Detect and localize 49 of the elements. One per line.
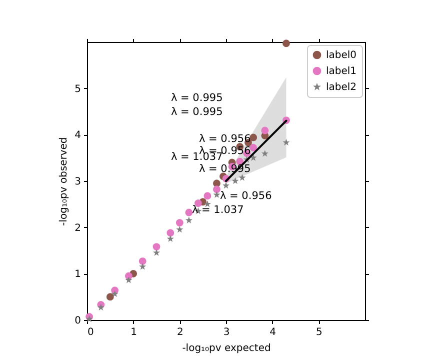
- point: [282, 40, 290, 48]
- point: [232, 177, 239, 184]
- point: [250, 144, 258, 152]
- point: [261, 126, 269, 134]
- annotation: λ = 1.037: [192, 204, 244, 216]
- point: [213, 191, 220, 198]
- y-tick-label: 1: [74, 269, 81, 280]
- point: [204, 192, 212, 200]
- x-tick-label: 3: [223, 327, 230, 338]
- y-axis-title: -log₁₀pv observed: [58, 137, 70, 226]
- x-tick-label: 1: [130, 327, 138, 338]
- annotation: λ = 1.037: [171, 151, 223, 163]
- annotation: λ = 0.995: [171, 92, 223, 104]
- point: [204, 200, 211, 208]
- point: [106, 293, 114, 301]
- y-tick-label: 3: [74, 176, 81, 188]
- point: [152, 249, 160, 256]
- legend-label: label0: [326, 50, 357, 61]
- point: [185, 216, 192, 224]
- y-tick-label: 4: [74, 130, 81, 142]
- x-axis-title: -log₁₀pv expected: [182, 343, 271, 354]
- point: [97, 304, 104, 310]
- point: [282, 138, 290, 146]
- x-tick-label: 0: [88, 327, 94, 338]
- point: [213, 180, 220, 188]
- annotation: λ = 0.995: [171, 106, 223, 118]
- point: [152, 243, 160, 250]
- x-tick-label: 5: [316, 327, 322, 338]
- point: [166, 229, 174, 237]
- y-tick-label: 5: [74, 84, 81, 95]
- annotation: λ = 0.956: [220, 190, 272, 202]
- legend-label: label2: [326, 82, 357, 93]
- x-tick-label: 2: [176, 327, 184, 338]
- point: [111, 290, 118, 298]
- x-tick-label: 4: [270, 327, 276, 338]
- point: [238, 174, 246, 181]
- legend-label: label1: [326, 66, 357, 77]
- point: [176, 226, 184, 233]
- point: [125, 276, 132, 284]
- point: [139, 263, 146, 270]
- point: [185, 208, 193, 216]
- y-tick-label: 2: [74, 222, 81, 234]
- y-tick-label: 0: [74, 316, 81, 326]
- point: [138, 257, 146, 265]
- point: [213, 186, 220, 194]
- point: [261, 150, 268, 157]
- point: [222, 182, 230, 189]
- point: [166, 235, 174, 242]
- point: [176, 219, 184, 226]
